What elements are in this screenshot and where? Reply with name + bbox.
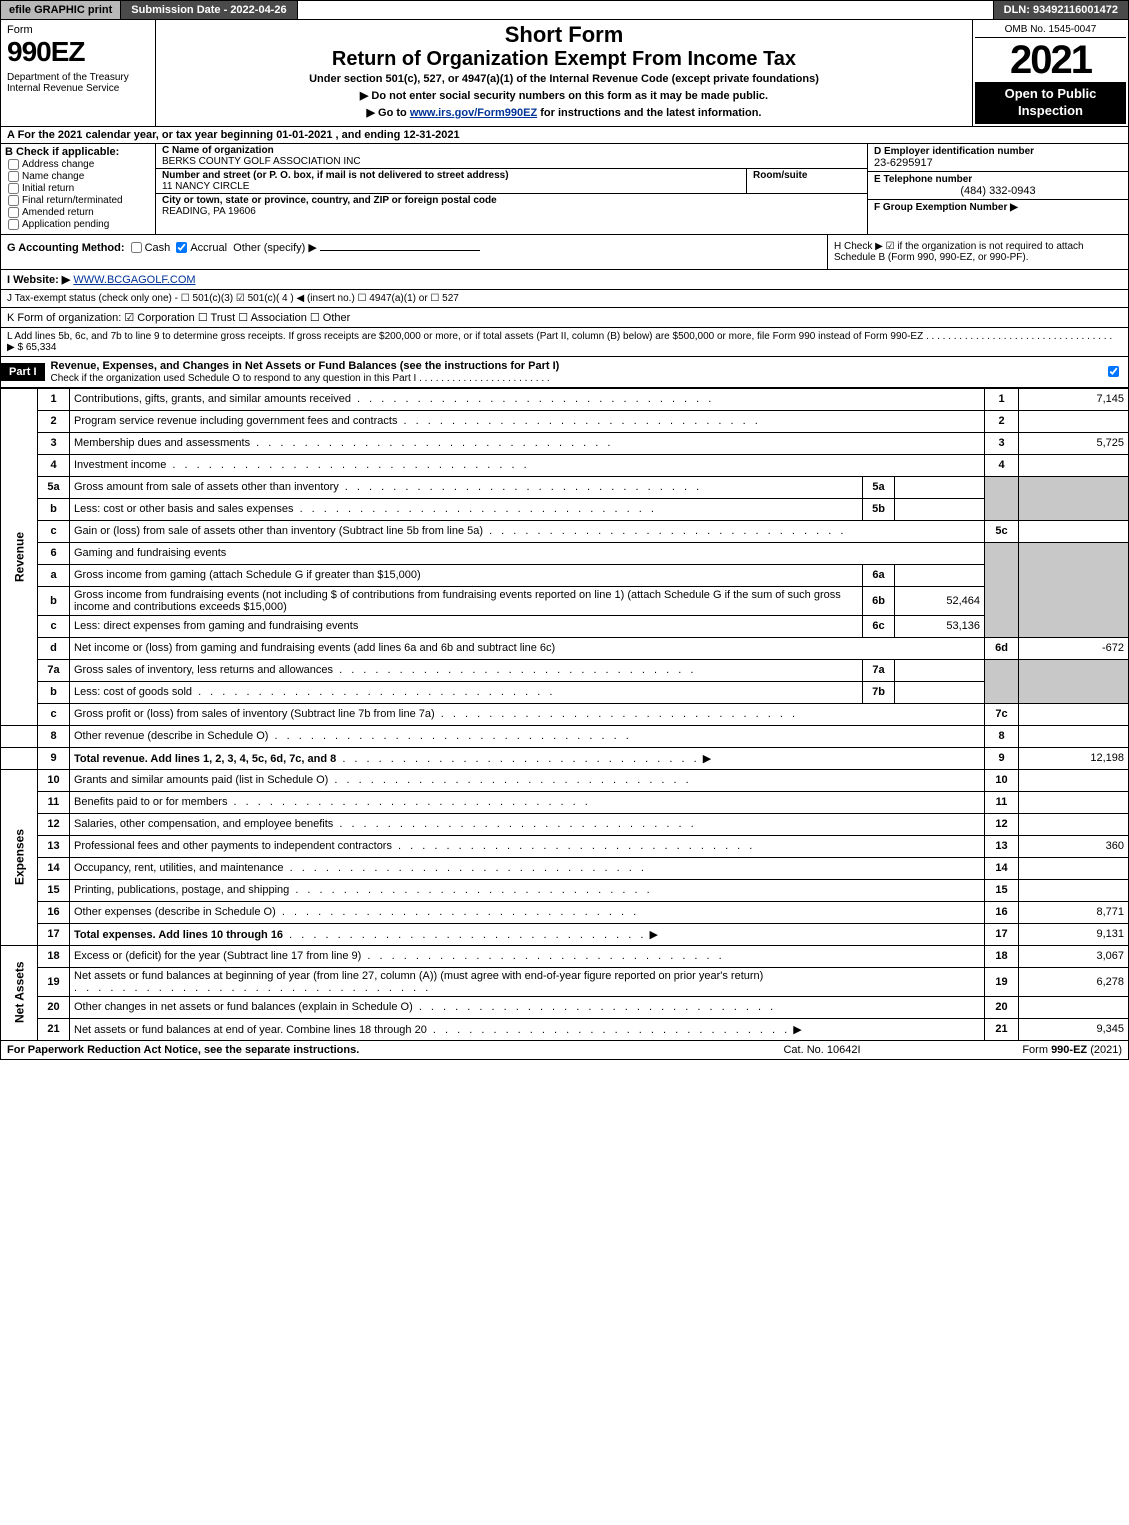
instr2-post: for instructions and the latest informat… (537, 107, 761, 119)
section-b-through-f: B Check if applicable: Address change Na… (0, 144, 1129, 234)
row-k-form-org: K Form of organization: ☑ Corporation ☐ … (0, 308, 1129, 328)
form-word: Form (7, 24, 149, 36)
rows-g-h-i-j: G Accounting Method: Cash Accrual Other … (0, 234, 1129, 308)
short-form-title: Short Form (162, 22, 966, 48)
chk-cash[interactable] (131, 242, 142, 253)
org-name: BERKS COUNTY GOLF ASSOCIATION INC (162, 156, 861, 167)
part-i-subtitle: Check if the organization used Schedule … (51, 373, 550, 384)
department-label: Department of the Treasury Internal Reve… (7, 72, 149, 94)
form-header: Form 990EZ Department of the Treasury In… (0, 20, 1129, 127)
ein-label: D Employer identification number (874, 146, 1122, 157)
side-net-assets: Net Assets (1, 945, 38, 1040)
side-revenue: Revenue (1, 388, 38, 725)
column-d-e-f: D Employer identification number 23-6295… (868, 144, 1128, 234)
chk-amended-return[interactable]: Amended return (5, 207, 151, 218)
chk-application-pending[interactable]: Application pending (5, 219, 151, 230)
phone-value: (484) 332-0943 (874, 185, 1122, 197)
col-b-header: B Check if applicable: (5, 146, 151, 158)
chk-address-change[interactable]: Address change (5, 159, 151, 170)
city-state-zip: READING, PA 19606 (162, 206, 861, 217)
column-c: C Name of organization BERKS COUNTY GOLF… (156, 144, 868, 234)
revenue-expenses-table: Revenue 1 Contributions, gifts, grants, … (0, 388, 1129, 1041)
tax-year: 2021 (975, 38, 1126, 82)
open-public-badge: Open to Public Inspection (975, 82, 1126, 124)
chk-final-return[interactable]: Final return/terminated (5, 195, 151, 206)
other-specify: Other (specify) ▶ (233, 242, 317, 254)
row-g-accounting: G Accounting Method: Cash Accrual Other … (1, 235, 828, 269)
address-label: Number and street (or P. O. box, if mail… (162, 170, 740, 181)
form-title: Return of Organization Exempt From Incom… (162, 48, 966, 71)
part-i-title: Revenue, Expenses, and Changes in Net As… (51, 360, 560, 372)
top-bar: efile GRAPHIC print Submission Date - 20… (0, 0, 1129, 20)
dln-number: DLN: 93492116001472 (994, 1, 1128, 19)
form-number: 990EZ (7, 36, 149, 68)
side-expenses: Expenses (1, 769, 38, 945)
part-i-header-row: Part I Revenue, Expenses, and Changes in… (0, 357, 1129, 388)
header-left: Form 990EZ Department of the Treasury In… (1, 20, 156, 126)
efile-print-label[interactable]: efile GRAPHIC print (1, 1, 121, 19)
address: 11 NANCY CIRCLE (162, 181, 740, 192)
ein-value: 23-6295917 (874, 157, 1122, 169)
chk-name-change[interactable]: Name change (5, 171, 151, 182)
topbar-spacer (298, 1, 994, 19)
irs-link[interactable]: www.irs.gov/Form990EZ (410, 107, 537, 119)
header-center: Short Form Return of Organization Exempt… (156, 20, 973, 126)
instruction-2: ▶ Go to www.irs.gov/Form990EZ for instru… (162, 106, 966, 119)
row-j-tax-exempt: J Tax-exempt status (check only one) - ☐… (1, 289, 1128, 307)
instruction-1: ▶ Do not enter social security numbers o… (162, 89, 966, 102)
header-right: OMB No. 1545-0047 2021 Open to Public In… (973, 20, 1128, 126)
column-b: B Check if applicable: Address change Na… (1, 144, 156, 234)
omb-number: OMB No. 1545-0047 (975, 22, 1126, 38)
org-name-label: C Name of organization (162, 145, 861, 156)
website-label: I Website: ▶ (7, 274, 70, 286)
paperwork-notice: For Paperwork Reduction Act Notice, see … (7, 1044, 722, 1056)
row-i-website: I Website: ▶ WWW.BCGAGOLF.COM (1, 269, 1128, 289)
chk-accrual[interactable] (176, 242, 187, 253)
phone-label: E Telephone number (874, 174, 1122, 185)
row-h-schedule-b: H Check ▶ ☑ if the organization is not r… (828, 235, 1128, 269)
website-link[interactable]: WWW.BCGAGOLF.COM (73, 274, 195, 286)
row-a-calendar-year: A For the 2021 calendar year, or tax yea… (0, 127, 1129, 144)
chk-schedule-o[interactable] (1108, 366, 1119, 377)
page-footer: For Paperwork Reduction Act Notice, see … (0, 1041, 1129, 1060)
room-label: Room/suite (753, 170, 861, 181)
gross-receipts-value: 65,334 (26, 342, 57, 353)
group-exemption-label: F Group Exemption Number ▶ (874, 202, 1122, 213)
part-i-badge: Part I (1, 363, 45, 381)
instr2-pre: ▶ Go to (367, 107, 410, 119)
city-label: City or town, state or province, country… (162, 195, 861, 206)
chk-initial-return[interactable]: Initial return (5, 183, 151, 194)
catalog-number: Cat. No. 10642I (722, 1044, 922, 1056)
accounting-label: G Accounting Method: (7, 242, 125, 254)
submission-date: Submission Date - 2022-04-26 (121, 1, 297, 19)
form-ref: Form 990-EZ (2021) (922, 1044, 1122, 1056)
form-subtitle: Under section 501(c), 527, or 4947(a)(1)… (162, 73, 966, 85)
row-l-gross-receipts: L Add lines 5b, 6c, and 7b to line 9 to … (0, 328, 1129, 357)
